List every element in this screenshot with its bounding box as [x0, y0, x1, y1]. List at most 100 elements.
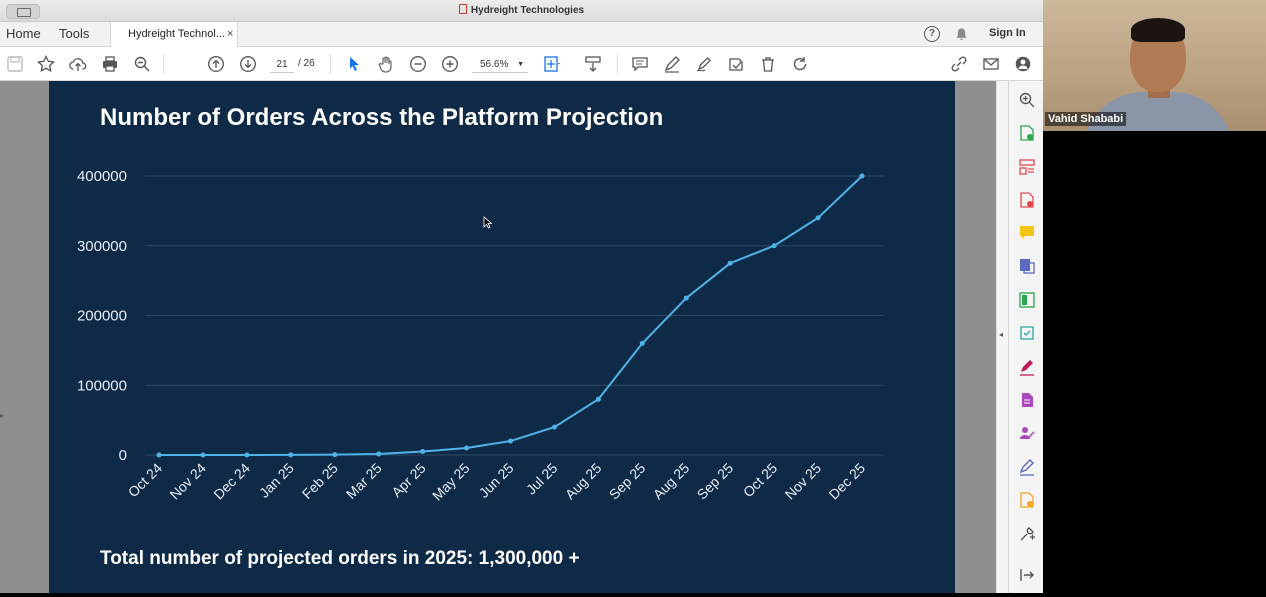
- chevron-down-icon: ▼: [517, 61, 524, 68]
- title-bar: Hydreight Technologies: [0, 0, 1043, 22]
- hand-tool-icon[interactable]: [377, 55, 395, 73]
- comment-icon[interactable]: [631, 55, 649, 73]
- help-icon[interactable]: ?: [924, 26, 940, 42]
- window-title-text: Hydreight Technologies: [470, 5, 585, 16]
- x-tick-label: Oct 25: [740, 460, 781, 501]
- data-point: [288, 452, 294, 458]
- highlight-pen-icon[interactable]: [663, 55, 681, 73]
- fill-sign-icon[interactable]: [1018, 358, 1036, 376]
- video-call-tile: Vahid Shababi: [1043, 0, 1266, 131]
- x-tick-label: Aug 25: [650, 460, 693, 503]
- y-tick-label: 0: [119, 447, 127, 464]
- x-tick-label: May 25: [429, 460, 473, 504]
- organize-pages-icon[interactable]: [1018, 158, 1036, 176]
- slide-page: Number of Orders Across the Platform Pro…: [49, 81, 955, 593]
- slide-footer-text: Total number of projected orders in 2025…: [100, 548, 580, 569]
- zoom-in-icon[interactable]: [441, 55, 459, 73]
- rotate-icon[interactable]: [791, 55, 809, 73]
- data-point: [464, 445, 470, 451]
- y-tick-label: 300000: [77, 238, 127, 255]
- bell-icon[interactable]: [955, 27, 968, 41]
- request-signature-icon[interactable]: [1018, 424, 1036, 442]
- window-title: Hydreight Technologies: [0, 4, 1043, 16]
- zoom-search-icon[interactable]: [133, 55, 151, 73]
- bookmark-star-icon[interactable]: [37, 55, 55, 73]
- data-point: [244, 452, 250, 458]
- y-tick-label: 200000: [77, 308, 127, 325]
- data-point: [332, 452, 338, 458]
- left-pane-collapse-icon[interactable]: ▸: [0, 411, 5, 420]
- delete-trash-icon[interactable]: [759, 55, 777, 73]
- create-pdf-icon[interactable]: [1018, 191, 1036, 209]
- data-point: [420, 449, 426, 455]
- page-fit-icon[interactable]: [543, 55, 561, 73]
- export-pdf-icon[interactable]: [1018, 124, 1036, 142]
- combine-files-icon[interactable]: [1018, 257, 1036, 275]
- share-link-icon[interactable]: [950, 55, 968, 73]
- x-tick-label: Jan 25: [256, 460, 297, 501]
- zoom-level-value: 56.6%: [480, 59, 509, 70]
- slide-title: Number of Orders Across the Platform Pro…: [100, 104, 664, 131]
- select-cursor-icon[interactable]: [345, 55, 363, 73]
- scan-ocr-icon[interactable]: [1018, 324, 1036, 342]
- pdf-file-icon: [458, 4, 467, 14]
- zoom-level-select[interactable]: 56.6% ▼: [472, 56, 528, 73]
- cloud-upload-icon[interactable]: [69, 55, 87, 73]
- x-tick-label: Feb 25: [299, 460, 341, 502]
- x-tick-label: Mar 25: [343, 460, 385, 502]
- pdf-viewer-window: Hydreight Technologies Home Tools Hydrei…: [0, 0, 1043, 593]
- x-tick-label: Oct 24: [125, 460, 166, 501]
- data-point: [595, 396, 601, 402]
- email-icon[interactable]: [982, 55, 1000, 73]
- document-tab[interactable]: Hydreight Technol... ×: [110, 22, 238, 47]
- scroll-mode-icon[interactable]: [584, 55, 602, 73]
- x-tick-label: Jul 25: [523, 460, 561, 498]
- data-point: [639, 340, 645, 346]
- data-point: [771, 243, 777, 249]
- protect-icon[interactable]: [1018, 391, 1036, 409]
- data-point: [815, 215, 821, 221]
- tab-close-icon[interactable]: ×: [227, 28, 234, 40]
- data-point: [508, 438, 513, 444]
- x-tick-label: Sep 25: [606, 460, 649, 503]
- y-tick-label: 100000: [77, 377, 127, 394]
- print-icon[interactable]: [101, 55, 119, 73]
- previous-page-icon[interactable]: [207, 55, 225, 73]
- data-point: [683, 295, 689, 301]
- right-pane-collapse-icon[interactable]: ◂: [999, 330, 1004, 339]
- page-total: / 26: [298, 58, 315, 69]
- save-icon[interactable]: [6, 55, 24, 73]
- next-page-icon[interactable]: [239, 55, 257, 73]
- menu-bar: Home Tools Hydreight Technol... × ? Sign…: [0, 22, 1043, 47]
- data-point: [200, 452, 206, 458]
- vertical-scrollbar[interactable]: [996, 81, 1008, 593]
- sign-in-button[interactable]: Sign In: [989, 27, 1026, 39]
- collapse-pane-icon[interactable]: [1018, 566, 1036, 584]
- page-number-input[interactable]: 21: [270, 56, 294, 73]
- menu-home[interactable]: Home: [6, 26, 41, 41]
- data-point: [376, 451, 382, 457]
- sidebar-toggle-button[interactable]: [6, 4, 40, 19]
- add-user-icon[interactable]: [1014, 55, 1032, 73]
- x-tick-label: Apr 25: [388, 460, 429, 501]
- sign-pen-icon[interactable]: [1018, 458, 1036, 476]
- sign-fill-icon[interactable]: [727, 55, 745, 73]
- x-tick-label: Jun 25: [476, 460, 517, 501]
- more-tools-icon[interactable]: [1018, 525, 1036, 543]
- participant-name: Vahid Shababi: [1045, 112, 1127, 126]
- document-tab-label: Hydreight Technol...: [128, 28, 226, 40]
- data-point: [156, 452, 162, 458]
- edit-pdf-icon[interactable]: [1018, 291, 1036, 309]
- zoom-out-icon[interactable]: [409, 55, 427, 73]
- comment-tool-icon[interactable]: [1018, 224, 1036, 242]
- menu-tools[interactable]: Tools: [59, 26, 90, 41]
- search-zoom-icon[interactable]: [1018, 91, 1036, 109]
- data-point: [727, 260, 733, 266]
- x-tick-label: Dec 24: [210, 460, 253, 503]
- data-point: [551, 424, 557, 430]
- x-tick-label: Nov 25: [782, 460, 825, 503]
- draw-icon[interactable]: [695, 55, 713, 73]
- x-tick-label: Dec 25: [825, 460, 868, 503]
- send-review-icon[interactable]: [1018, 491, 1036, 509]
